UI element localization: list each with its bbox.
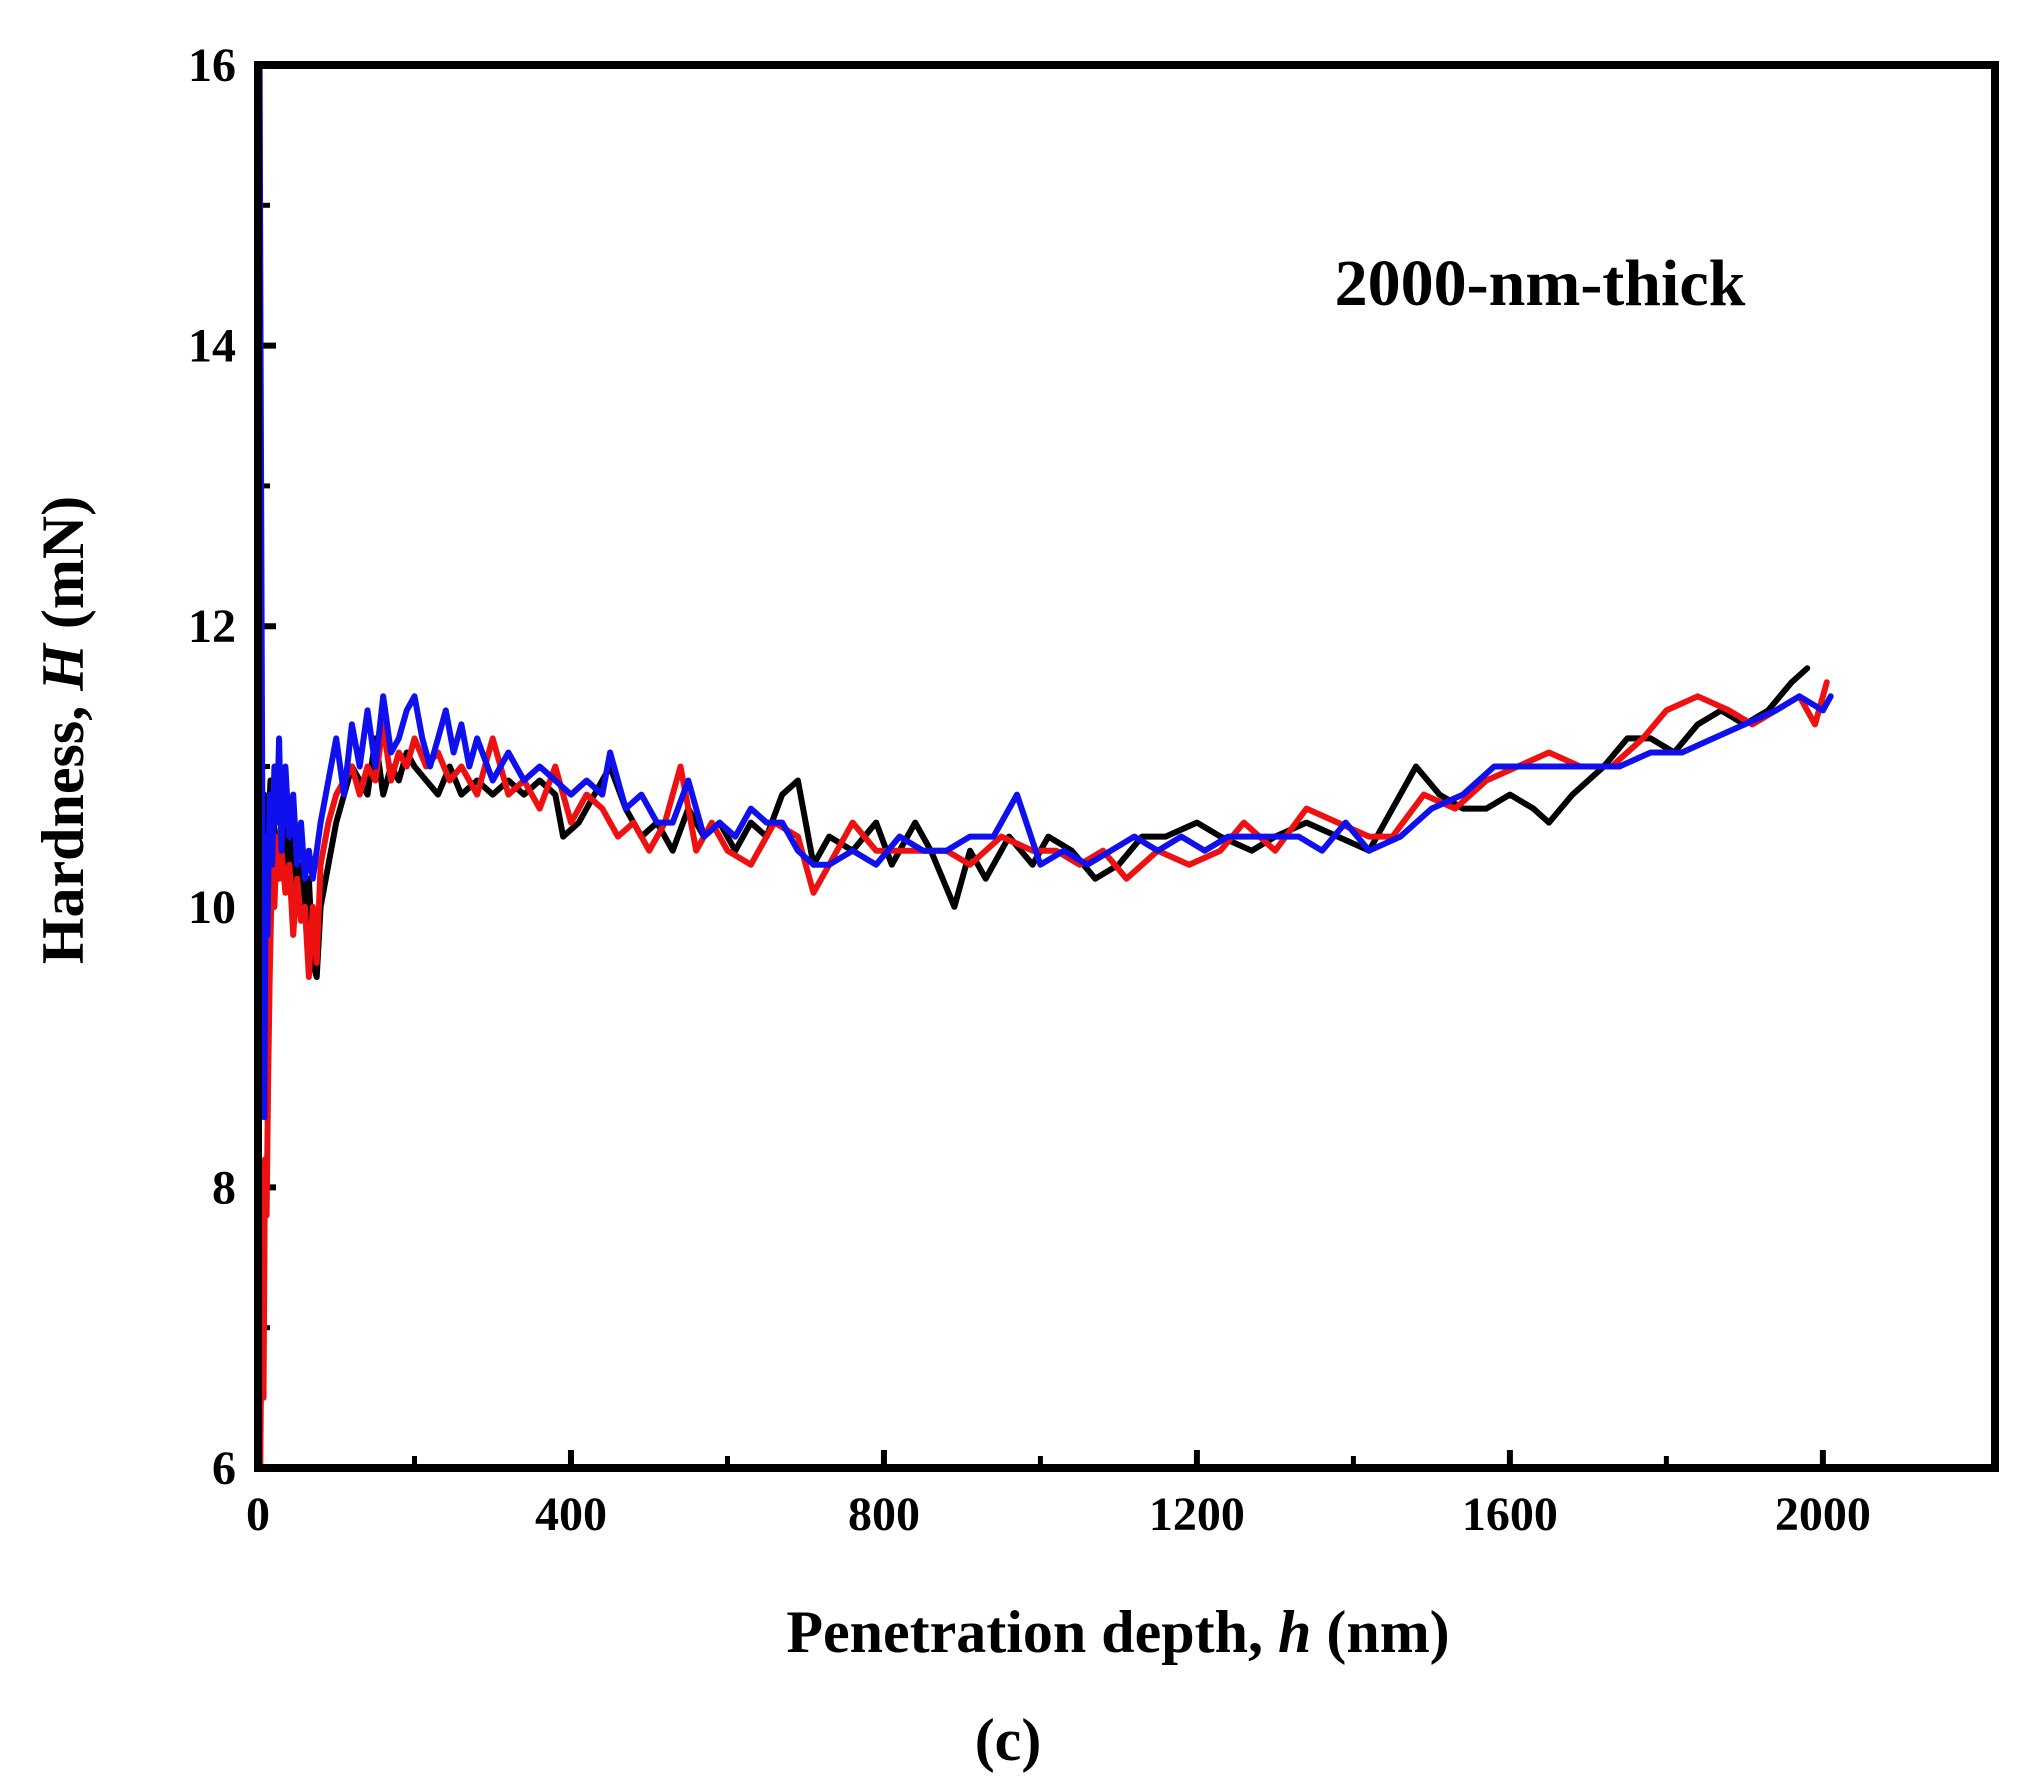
y-tick-label: 6 [212, 1442, 236, 1495]
x-tick-label: 2000 [1775, 1488, 1871, 1541]
x-axis-title-unit: (nm) [1311, 1599, 1449, 1665]
y-tick-label: 14 [188, 320, 236, 373]
y-axis-title-text: Hardness, [30, 691, 96, 964]
series-line-black [258, 665, 1811, 980]
x-axis-title: Penetration depth, h (nm) [786, 1599, 1449, 1665]
x-tick-label: 1200 [1149, 1488, 1245, 1541]
series-line-red [257, 679, 1830, 1471]
data-series [256, 62, 1834, 1471]
axes: 0 400 800 1200 1600 2000 6 8 10 12 14 16 [188, 39, 1871, 1541]
panel-label: (c) [975, 1707, 1042, 1773]
thickness-annotation: 2000-nm-thick [1335, 247, 1746, 320]
x-tick-label: 400 [535, 1488, 607, 1541]
y-tick-label: 10 [188, 881, 236, 934]
x-tick-label: 1600 [1462, 1488, 1558, 1541]
y-axis-title-unit: (mN) [30, 496, 96, 644]
y-tick-label: 16 [188, 39, 236, 92]
y-tick-label: 8 [212, 1161, 236, 1214]
y-axis-title: Hardness, H (mN) [30, 496, 96, 964]
series-line-blue [256, 62, 1834, 1121]
x-tick-label: 0 [246, 1488, 270, 1541]
x-axis-title-text: Penetration depth, [786, 1599, 1278, 1665]
x-tick-label: 800 [848, 1488, 920, 1541]
x-axis-title-symbol: h [1278, 1599, 1311, 1665]
y-tick-label: 12 [188, 600, 236, 653]
y-axis-title-symbol: H [30, 642, 96, 692]
plot-frame [254, 61, 1999, 1472]
